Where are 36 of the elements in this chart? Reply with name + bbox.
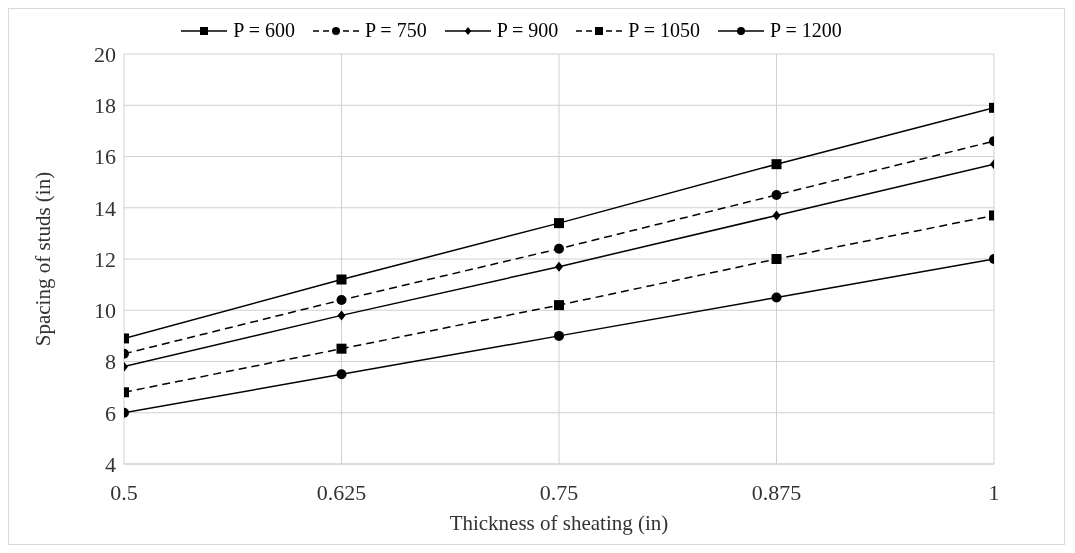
point [771,189,782,200]
x-tick-label: 0.5 [110,479,138,505]
y-tick-label: 12 [94,246,116,272]
point [336,343,347,354]
point [555,261,563,272]
legend-label: P = 900 [496,19,559,42]
point [554,300,564,311]
point [337,310,346,321]
point [771,159,782,170]
legend-label: P = 600 [233,19,295,42]
y-tick-label: 8 [105,349,116,375]
point [554,218,564,229]
x-tick-label: 0.75 [539,479,579,505]
x-tick-label: 0.875 [751,479,802,505]
point [772,210,781,221]
x-tick-label: 0.625 [316,479,367,505]
point [771,254,782,264]
point [554,243,564,254]
y-tick-label: 20 [94,41,116,67]
x-axis-title: Thickness of sheating (in) [449,511,669,535]
y-axis-title: Spacing of studs (in) [31,171,56,347]
point [554,330,564,341]
y-tick-label: 10 [94,298,116,324]
y-tick-label: 18 [94,93,116,119]
point [771,292,782,303]
y-tick-label: 6 [105,400,116,426]
legend-label: P = 1200 [770,19,842,42]
point [336,274,347,285]
point [336,295,347,305]
x-tick-label: 1 [988,479,1000,505]
y-tick-label: 16 [94,144,116,170]
legend-label: P = 1050 [628,19,700,42]
y-tick-label: 14 [94,195,116,221]
legend-label: P = 750 [364,19,427,42]
point [336,369,347,380]
y-tick-label: 4 [105,451,116,477]
